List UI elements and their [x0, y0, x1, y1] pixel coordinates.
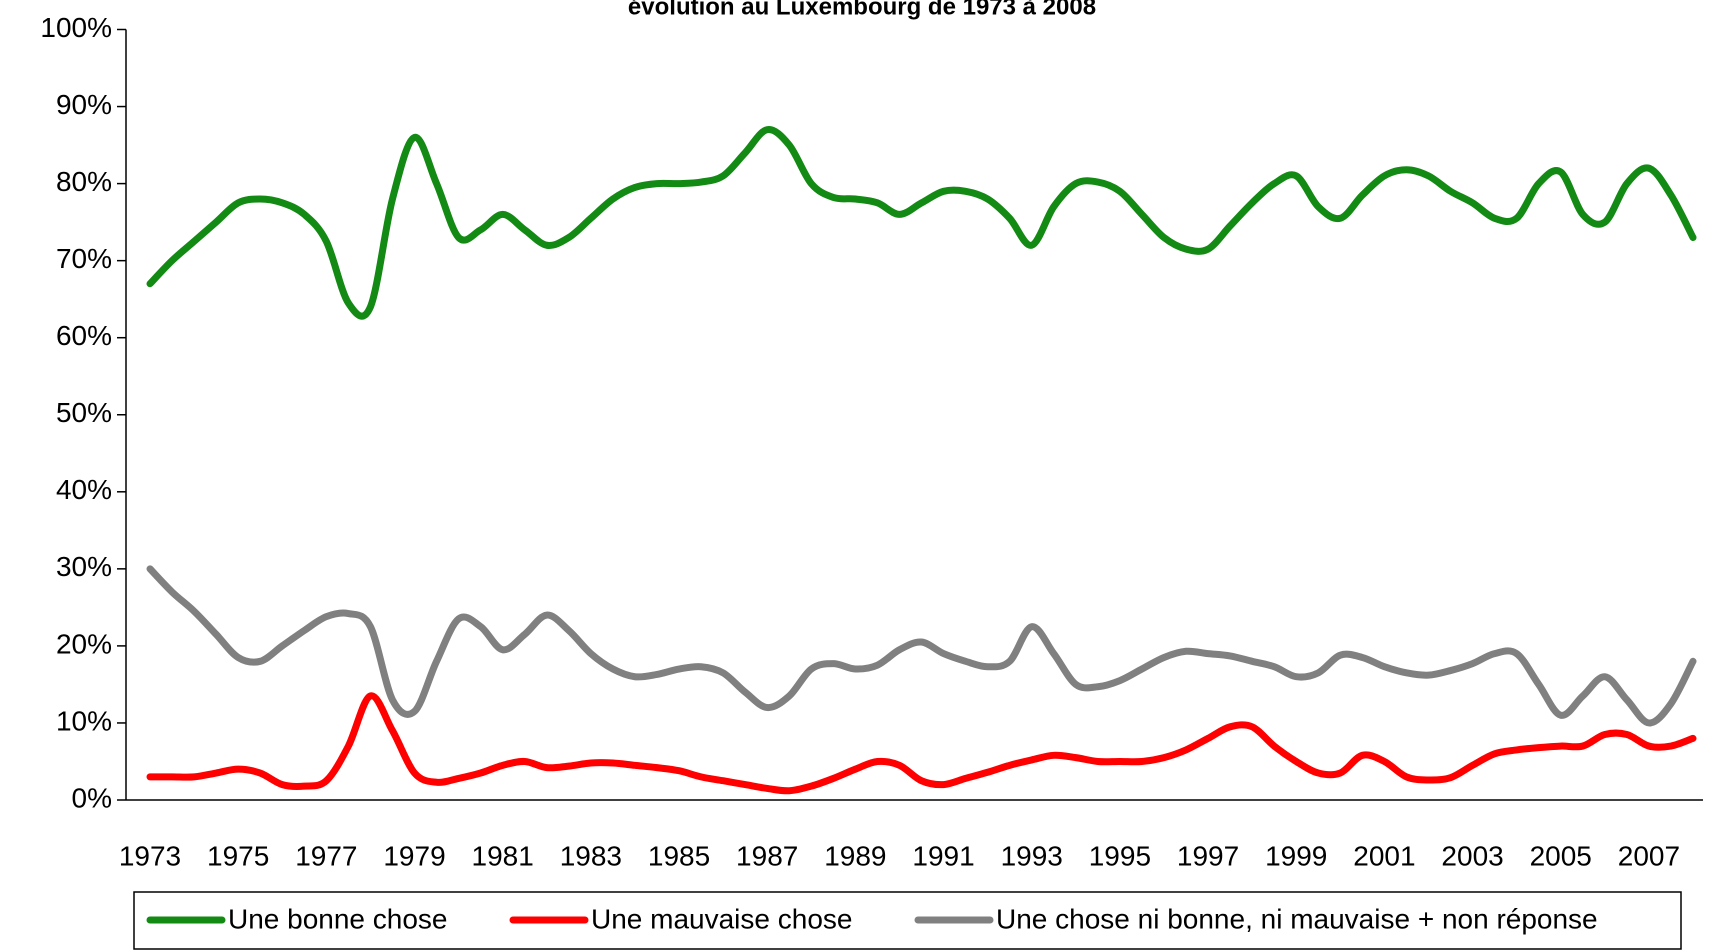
x-tick-label: 1973 — [119, 840, 181, 871]
y-tick-label: 100% — [40, 12, 112, 43]
y-tick-label: 30% — [56, 551, 112, 582]
x-tick-label: 1985 — [648, 840, 710, 871]
chart-title: évolution au Luxembourg de 1973 à 2008 — [628, 0, 1096, 20]
x-tick-label: 2003 — [1441, 840, 1503, 871]
x-tick-label: 1997 — [1177, 840, 1239, 871]
x-tick-label: 2001 — [1353, 840, 1415, 871]
series-line — [146, 692, 1697, 795]
x-tick-label: 2007 — [1618, 840, 1680, 871]
x-tick-label: 1975 — [207, 840, 269, 871]
legend-label: Une bonne chose — [228, 903, 448, 934]
legend-label: Une chose ni bonne, ni mauvaise + non ré… — [996, 903, 1598, 934]
x-tick-label: 1987 — [736, 840, 798, 871]
x-tick-label: 1979 — [383, 840, 445, 871]
y-tick-label: 80% — [56, 166, 112, 197]
legend-label: Une mauvaise chose — [591, 903, 852, 934]
x-tick-label: 2005 — [1530, 840, 1592, 871]
x-tick-label: 1993 — [1001, 840, 1063, 871]
y-tick-label: 70% — [56, 243, 112, 274]
y-tick-label: 50% — [56, 397, 112, 428]
y-tick-label: 40% — [56, 474, 112, 505]
x-tick-label: 1995 — [1089, 840, 1151, 871]
y-tick-label: 60% — [56, 320, 112, 351]
x-tick-label: 1989 — [824, 840, 886, 871]
x-tick-label: 1981 — [472, 840, 534, 871]
x-tick-label: 1983 — [560, 840, 622, 871]
series-line — [146, 565, 1697, 727]
series-line — [146, 126, 1697, 320]
y-tick-label: 20% — [56, 628, 112, 659]
x-tick-label: 1999 — [1265, 840, 1327, 871]
x-tick-label: 1977 — [295, 840, 357, 871]
y-tick-label: 10% — [56, 705, 112, 736]
y-tick-label: 90% — [56, 89, 112, 120]
x-tick-label: 1991 — [912, 840, 974, 871]
legend-box — [133, 891, 1682, 950]
y-tick-label: 0% — [72, 782, 112, 813]
